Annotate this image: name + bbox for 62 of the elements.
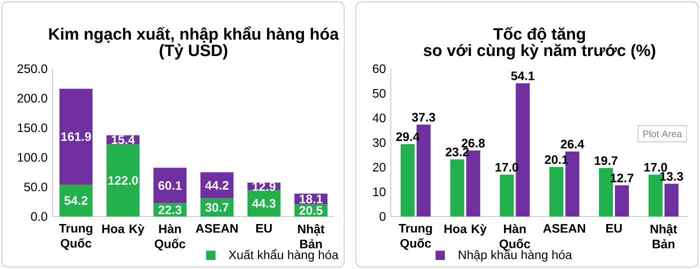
chart-title: Tốc độ tăng: [493, 26, 585, 44]
bar: [500, 174, 514, 216]
x-tick-label: Hàn Quốc: [500, 224, 530, 251]
y-tick-label: 100.0: [18, 153, 48, 162]
data-label: 19.7: [594, 156, 618, 165]
y-tick-label: 10: [373, 187, 386, 196]
legend-label: Nhập khẩu hàng hóa: [458, 249, 572, 262]
x-tick-label: Nhật Bản: [650, 224, 678, 248]
x-tick-label: Hàn Quốc: [154, 224, 186, 251]
data-label: 18.1: [300, 194, 323, 204]
x-tick-label: ASEAN: [196, 224, 238, 233]
legend-label: Xuất khẩu hàng hóa: [228, 249, 339, 262]
data-label: 23.2: [446, 148, 469, 156]
bar: [106, 144, 140, 216]
data-label: 12.9: [252, 182, 276, 191]
data-label: 161.9: [61, 132, 91, 141]
y-tick-label: 0: [380, 212, 386, 221]
data-label: 44.3: [252, 199, 276, 208]
bar: [400, 144, 415, 216]
bar: [59, 88, 93, 184]
data-label: 22.3: [158, 206, 182, 214]
data-label: 20.5: [299, 206, 323, 215]
data-label: 26.4: [560, 140, 584, 148]
data-label: 122.0: [108, 176, 138, 185]
bar: [549, 166, 564, 216]
x-tick-label: EU: [606, 224, 622, 233]
bar: [200, 172, 234, 198]
bar: [664, 184, 678, 216]
x-tick-label: Hoa Kỳ: [444, 224, 487, 236]
y-tick-label: 30: [372, 138, 386, 147]
bar: [153, 168, 187, 204]
data-label: 60.1: [158, 181, 182, 190]
data-label: 54.2: [64, 196, 88, 205]
y-tick-label: 50: [372, 88, 386, 98]
data-label: 54.1: [511, 72, 534, 80]
data-label: 17.0: [644, 162, 668, 172]
data-label: 30.7: [205, 203, 228, 212]
y-tick-label: 60: [372, 64, 386, 74]
x-tick-label: Hoa Kỳ: [102, 224, 144, 236]
chart-title: Kim ngạch xuất, nhập khẩu hàng hóa: [49, 26, 339, 44]
chart-subtitle: so với cùng kỳ năm trước (%): [424, 44, 656, 60]
chart-subtitle: (Tỷ USD): [160, 44, 228, 60]
y-tick-label: 50.0: [24, 182, 48, 192]
y-tick-label: 150.0: [18, 123, 48, 132]
data-label: 15.4: [112, 136, 135, 144]
data-label: 26.8: [462, 138, 485, 148]
x-tick-label: Nhật Bản: [298, 224, 324, 248]
y-tick-label: 0.0: [31, 212, 48, 221]
x-tick-label: ASEAN: [543, 224, 586, 233]
y-tick-label: 40: [372, 114, 386, 122]
y-tick-label: 200.0: [18, 94, 48, 103]
annotation: Plot Area: [643, 130, 682, 138]
y-tick-label: 250.0: [18, 64, 48, 74]
data-label: 37.3: [412, 112, 436, 122]
data-label: 44.2: [205, 180, 228, 190]
x-tick-label: Trung Quốc: [398, 224, 432, 250]
y-tick-label: 20: [372, 162, 386, 172]
bar: [450, 159, 464, 216]
bar: [59, 184, 93, 216]
x-tick-label: Trung Quốc: [59, 224, 92, 250]
bar: [614, 185, 629, 216]
x-tick-label: EU: [256, 224, 272, 233]
